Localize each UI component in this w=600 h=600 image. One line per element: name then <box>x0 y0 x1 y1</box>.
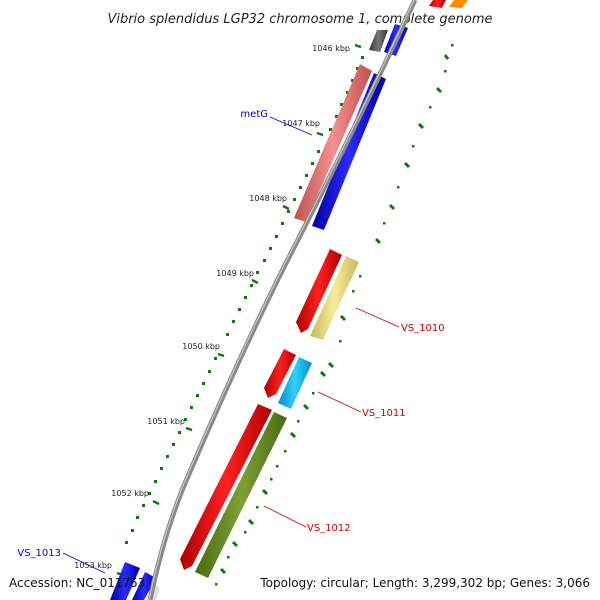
cds-feature-VS_1011[interactable] <box>264 349 296 398</box>
gene-feature-VS_1012[interactable] <box>195 412 287 578</box>
tick-label: 1053 kbp <box>74 561 112 570</box>
gene-feature-VS_1010[interactable] <box>310 256 359 340</box>
gc-content-dots-right <box>215 44 454 586</box>
genome-backbone <box>147 0 418 600</box>
cds-feature[interactable] <box>132 572 156 600</box>
tick-label: 1051 kbp <box>147 417 185 426</box>
genome-summary-text: Topology: circular; Length: 3,299,302 bp… <box>259 576 590 590</box>
gene-labels: metG VS_1010 VS_1011 VS_1012 VS_1013 <box>17 109 444 559</box>
cds-feature-VS_1013[interactable] <box>110 562 140 600</box>
gene-label-VS_1011[interactable]: VS_1011 <box>362 408 406 419</box>
tick-labels: 1046 kbp 1047 kbp 1048 kbp 1049 kbp 1050… <box>74 44 350 570</box>
cds-feature-VS_1012[interactable] <box>180 404 272 570</box>
feature-tracks <box>110 0 468 600</box>
tick-label: 1050 kbp <box>182 342 220 351</box>
gene-feature[interactable] <box>369 30 388 52</box>
gene-label-metG[interactable]: metG <box>240 109 268 120</box>
cds-feature-VS_1010[interactable] <box>296 249 342 333</box>
accession-text: Accession: NC_011753 <box>9 576 145 590</box>
gene-feature-metG[interactable] <box>294 64 372 222</box>
cds-feature-metG[interactable] <box>312 73 386 230</box>
tick-label: 1048 kbp <box>249 194 287 203</box>
tick-label: 1049 kbp <box>216 269 254 278</box>
tick-label: 1052 kbp <box>111 489 149 498</box>
gc-content-track-left <box>125 56 364 544</box>
map-title: Vibrio splendidus LGP32 chromosome 1, co… <box>107 12 492 27</box>
gene-label-VS_1013[interactable]: VS_1013 <box>17 548 61 559</box>
gc-content-track-right <box>219 54 450 575</box>
tick-label: 1047 kbp <box>282 119 320 128</box>
genome-backbone-highlight <box>148 0 415 600</box>
tick-marks <box>116 43 362 577</box>
gene-label-VS_1010[interactable]: VS_1010 <box>401 323 445 334</box>
gene-feature-VS_1011[interactable] <box>278 357 312 409</box>
gene-label-VS_1012[interactable]: VS_1012 <box>307 523 351 534</box>
gene-feature[interactable] <box>449 0 468 8</box>
tick-label: 1046 kbp <box>312 44 350 53</box>
cds-feature[interactable] <box>429 0 446 8</box>
label-leaders <box>62 116 400 574</box>
